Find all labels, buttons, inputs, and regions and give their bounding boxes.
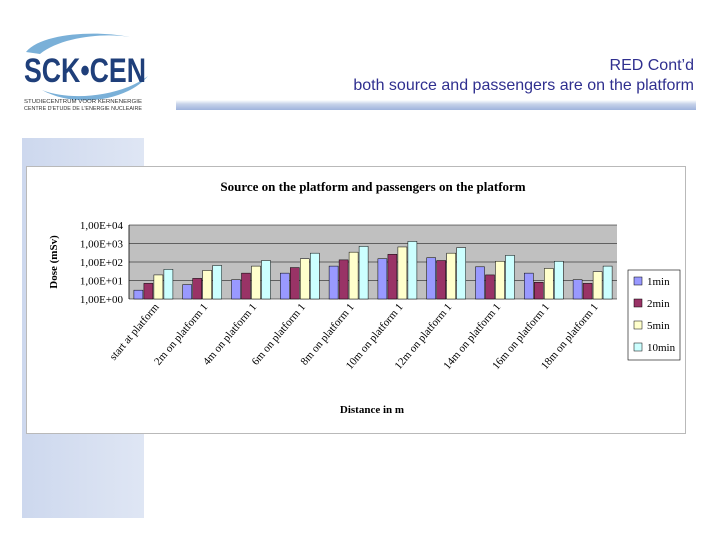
legend: 1min 2min 5min 10min [627, 269, 681, 361]
slide-title-line-1: RED Cont’d [609, 57, 694, 74]
bar-1min [280, 272, 290, 300]
bar-1min [524, 272, 534, 300]
bar-10min [407, 241, 418, 300]
bar-1min [426, 257, 436, 300]
y-axis-label: Dose (mSv) [48, 235, 60, 289]
bar-1min [475, 266, 485, 300]
y-tick-labels: 1,00E+00 1,00E+01 1,00E+02 1,00E+03 1,00E+04 [80, 220, 124, 306]
bar-1min [572, 279, 583, 300]
bar-10min [358, 246, 369, 300]
y-tick-label: 1,00E+00 [80, 294, 124, 306]
legend-swatch [633, 298, 643, 308]
bar-10min [602, 265, 613, 300]
bar-2min [192, 278, 202, 300]
y-tick-label: 1,00E+03 [80, 239, 124, 251]
bar-5min [495, 260, 505, 300]
bar-5min [397, 246, 408, 300]
gridlines [128, 224, 617, 300]
legend-swatch [633, 320, 643, 330]
sck-cen-logo: SCK•CEN STUDIECENTRUM VOOR KERNENERGIE C… [22, 30, 152, 116]
logo-swoosh-bottom [42, 76, 148, 101]
slide-title: RED Cont’d both source and passengers ar… [353, 56, 694, 96]
legend-swatch [633, 276, 643, 286]
bar-1min [231, 279, 241, 300]
bar-5min [348, 251, 359, 300]
slide-title-line-2: both source and passengers are on the pl… [353, 77, 694, 94]
y-tick-label: 1,00E+04 [80, 220, 124, 232]
bar-1min [377, 258, 388, 300]
bar-10min [310, 252, 320, 300]
bar-5min [202, 270, 212, 300]
y-tick-label: 1,00E+01 [80, 276, 123, 288]
bar-10min [163, 269, 174, 300]
logo-graphic: SCK•CEN STUDIECENTRUM VOOR KERNENERGIE C… [24, 33, 148, 112]
bar-2min [485, 274, 495, 300]
legend-label: 10min [647, 342, 676, 354]
x-tick-label: start at platform [107, 301, 162, 363]
logo-wordmark: SCK•CEN [24, 52, 146, 90]
logo-subtitle-2: CENTRE D'ETUDE DE L'ENERGIE NUCLEAIRE [24, 106, 142, 112]
bar-5min [446, 252, 456, 300]
chart-frame: Source on the platform and passengers on… [26, 166, 686, 434]
bar-2min [387, 254, 398, 300]
x-axis-label: Distance in m [340, 404, 404, 416]
bar-10min [456, 247, 466, 300]
bar-2min [241, 272, 251, 300]
bars [133, 241, 613, 300]
bar-5min [251, 265, 261, 300]
logo-swoosh-top [26, 33, 134, 54]
bar-1min [133, 289, 144, 300]
bar-2min [143, 283, 154, 300]
dose-bar-chart: Source on the platform and passengers on… [48, 179, 681, 416]
bar-2min [582, 283, 593, 300]
legend-swatch [633, 342, 643, 352]
bar-10min [505, 255, 515, 300]
bar-5min [153, 274, 164, 300]
bar-10min [261, 260, 271, 300]
bar-10min [554, 260, 564, 300]
chart-title: Source on the platform and passengers on… [220, 179, 525, 194]
legend-label: 1min [647, 276, 670, 288]
bar-1min [328, 265, 339, 300]
legend-label: 2min [647, 298, 670, 310]
bar-5min [300, 258, 310, 300]
y-tick-label: 1,00E+02 [80, 257, 123, 269]
bar-1min [182, 284, 192, 300]
bar-2min [338, 259, 349, 300]
bar-2min [290, 267, 300, 300]
bar-10min [212, 265, 222, 300]
legend-label: 5min [647, 320, 670, 332]
bar-5min [592, 271, 603, 300]
bar-5min [544, 268, 554, 300]
bar-2min [534, 282, 544, 300]
bar-2min [436, 260, 446, 300]
title-underline [176, 100, 696, 110]
logo-subtitle-1: STUDIECENTRUM VOOR KERNENERGIE [24, 99, 142, 105]
